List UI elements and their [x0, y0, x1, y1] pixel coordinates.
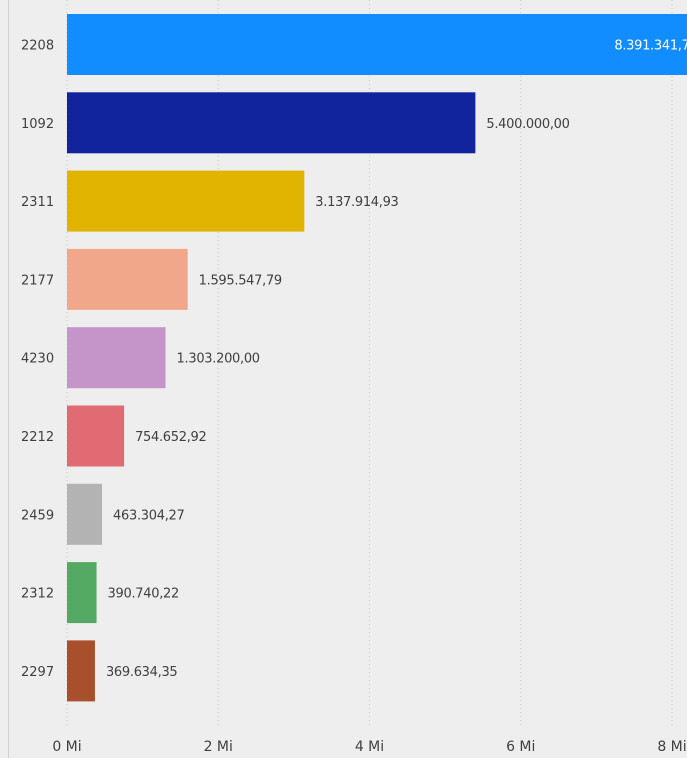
y-tick-label: 2208	[21, 39, 54, 54]
y-tick-label: 2212	[21, 430, 54, 445]
left-divider	[8, 0, 9, 758]
bar	[67, 405, 125, 467]
x-tick-label: 4 Mi	[355, 739, 384, 755]
bar	[67, 170, 305, 232]
bar	[67, 14, 687, 75]
bar	[67, 483, 103, 545]
data-label: 463.304,27	[113, 508, 184, 523]
y-tick-label: 2312	[21, 587, 54, 602]
x-tick-label: 6 Mi	[506, 739, 535, 755]
data-label: 5.400.000,00	[486, 117, 569, 132]
bar	[67, 327, 166, 389]
y-tick-label: 2177	[21, 273, 54, 288]
y-tick-label: 2297	[21, 665, 54, 680]
bar	[67, 562, 97, 624]
y-tick-label: 1092	[21, 117, 54, 132]
data-label: 754.652,92	[135, 430, 206, 445]
x-tick-label: 2 Mi	[204, 739, 233, 755]
bar	[67, 92, 476, 154]
bar	[67, 248, 188, 310]
data-label: 8.391.341,77	[614, 39, 687, 54]
bar	[67, 640, 95, 702]
data-label: 1.303.200,00	[177, 352, 260, 367]
x-tick-label: 0 Mi	[52, 739, 81, 755]
data-label: 390.740,22	[108, 587, 179, 602]
data-label: 3.137.914,93	[315, 195, 398, 210]
y-tick-label: 2459	[21, 508, 54, 523]
y-tick-label: 2311	[21, 195, 54, 210]
data-label: 369.634,35	[106, 665, 177, 680]
y-tick-label: 4230	[21, 352, 54, 367]
data-label: 1.595.547,79	[199, 273, 282, 288]
x-tick-label: 8 Mi	[657, 739, 686, 755]
